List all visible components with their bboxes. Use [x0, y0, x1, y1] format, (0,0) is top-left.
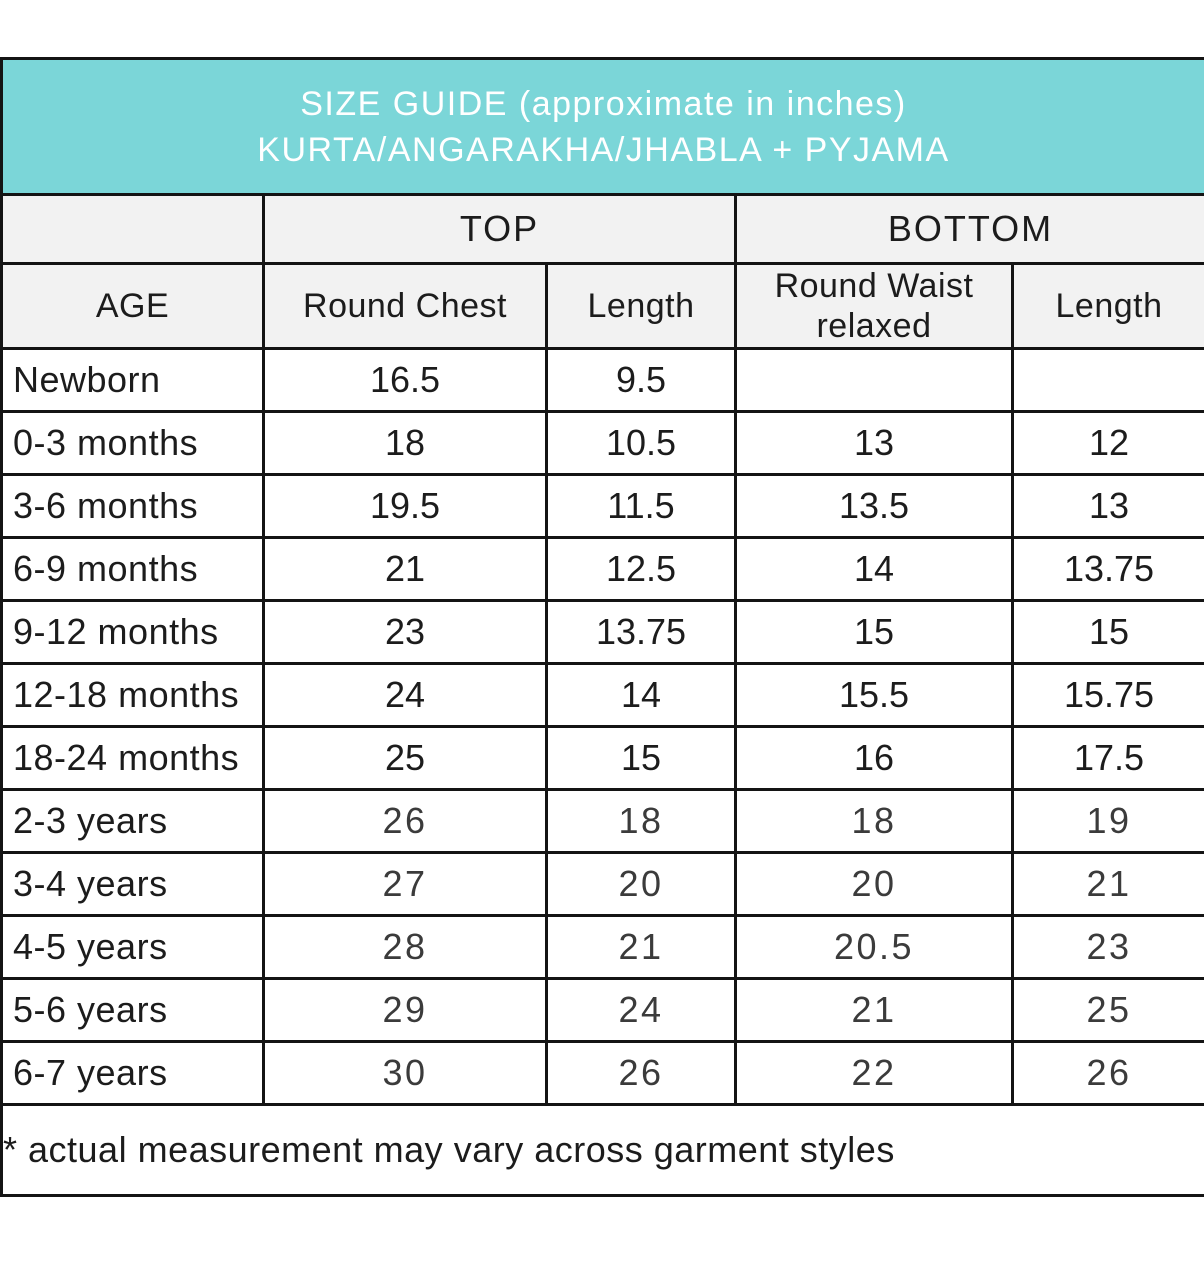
title-band-row: SIZE GUIDE (approximate in inches) KURTA…	[2, 59, 1204, 195]
table-row: 0-3 months 18 10.5 13 12	[2, 412, 1204, 475]
footnote-row: * actual measurement may vary across gar…	[2, 1105, 1204, 1196]
round-chest-value: 18	[264, 412, 547, 475]
size-guide-sheet: SIZE GUIDE (approximate in inches) KURTA…	[0, 57, 1204, 1261]
age-label: 5-6 years	[2, 979, 264, 1042]
group-header-empty	[2, 195, 264, 264]
bottom-length-value: 13	[1013, 475, 1204, 538]
top-length-value: 18	[547, 790, 736, 853]
table-row: 12-18 months 24 14 15.5 15.75	[2, 664, 1204, 727]
column-header-bottom-length: Length	[1013, 264, 1204, 349]
age-label: 6-9 months	[2, 538, 264, 601]
round-waist-value: 20.5	[736, 916, 1013, 979]
age-label: 6-7 years	[2, 1042, 264, 1105]
group-header-top: TOP	[264, 195, 736, 264]
top-length-value: 24	[547, 979, 736, 1042]
bottom-length-value: 19	[1013, 790, 1204, 853]
age-label: 9-12 months	[2, 601, 264, 664]
column-header-age: AGE	[2, 264, 264, 349]
table-row: 4-5 years 28 21 20.5 23	[2, 916, 1204, 979]
title-band: SIZE GUIDE (approximate in inches) KURTA…	[2, 59, 1204, 195]
group-header-bottom: BOTTOM	[736, 195, 1204, 264]
top-length-value: 11.5	[547, 475, 736, 538]
top-length-value: 20	[547, 853, 736, 916]
round-waist-value: 15.5	[736, 664, 1013, 727]
table-row: 9-12 months 23 13.75 15 15	[2, 601, 1204, 664]
top-length-value: 10.5	[547, 412, 736, 475]
table-row: 6-7 years 30 26 22 26	[2, 1042, 1204, 1105]
round-chest-value: 26	[264, 790, 547, 853]
garment-subtitle: KURTA/ANGARAKHA/JHABLA + PYJAMA	[3, 127, 1204, 173]
table-row: Newborn 16.5 9.5	[2, 349, 1204, 412]
round-chest-value: 30	[264, 1042, 547, 1105]
round-chest-value: 23	[264, 601, 547, 664]
round-waist-value: 18	[736, 790, 1013, 853]
size-guide-table: SIZE GUIDE (approximate in inches) KURTA…	[0, 57, 1204, 1197]
bottom-length-value: 21	[1013, 853, 1204, 916]
table-row: 2-3 years 26 18 18 19	[2, 790, 1204, 853]
column-header-row: AGE Round Chest Length Round Waist relax…	[2, 264, 1204, 349]
round-chest-value: 28	[264, 916, 547, 979]
bottom-length-value: 12	[1013, 412, 1204, 475]
table-row: 5-6 years 29 24 21 25	[2, 979, 1204, 1042]
age-label: Newborn	[2, 349, 264, 412]
round-chest-value: 29	[264, 979, 547, 1042]
column-header-round-chest: Round Chest	[264, 264, 547, 349]
age-label: 0-3 months	[2, 412, 264, 475]
bottom-length-value: 26	[1013, 1042, 1204, 1105]
age-label: 3-6 months	[2, 475, 264, 538]
round-waist-value: 13.5	[736, 475, 1013, 538]
round-chest-value: 24	[264, 664, 547, 727]
age-label: 18-24 months	[2, 727, 264, 790]
footnote-text: * actual measurement may vary across gar…	[2, 1105, 1204, 1196]
top-length-value: 13.75	[547, 601, 736, 664]
top-length-value: 9.5	[547, 349, 736, 412]
table-row: 3-6 months 19.5 11.5 13.5 13	[2, 475, 1204, 538]
age-label: 4-5 years	[2, 916, 264, 979]
bottom-length-value	[1013, 349, 1204, 412]
age-label: 12-18 months	[2, 664, 264, 727]
round-chest-value: 16.5	[264, 349, 547, 412]
bottom-length-value: 13.75	[1013, 538, 1204, 601]
size-guide-title: SIZE GUIDE (approximate in inches)	[3, 81, 1204, 127]
round-waist-value: 20	[736, 853, 1013, 916]
round-waist-value: 16	[736, 727, 1013, 790]
age-label: 3-4 years	[2, 853, 264, 916]
round-waist-value: 22	[736, 1042, 1013, 1105]
bottom-length-value: 25	[1013, 979, 1204, 1042]
bottom-length-value: 15.75	[1013, 664, 1204, 727]
round-chest-value: 25	[264, 727, 547, 790]
table-row: 6-9 months 21 12.5 14 13.75	[2, 538, 1204, 601]
round-waist-value: 13	[736, 412, 1013, 475]
bottom-length-value: 17.5	[1013, 727, 1204, 790]
group-header-row: TOP BOTTOM	[2, 195, 1204, 264]
column-header-round-waist: Round Waist relaxed	[736, 264, 1013, 349]
round-chest-value: 27	[264, 853, 547, 916]
top-length-value: 21	[547, 916, 736, 979]
bottom-length-value: 23	[1013, 916, 1204, 979]
round-waist-value: 21	[736, 979, 1013, 1042]
round-chest-value: 21	[264, 538, 547, 601]
table-row: 3-4 years 27 20 20 21	[2, 853, 1204, 916]
top-length-value: 14	[547, 664, 736, 727]
round-waist-value: 15	[736, 601, 1013, 664]
round-chest-value: 19.5	[264, 475, 547, 538]
top-length-value: 12.5	[547, 538, 736, 601]
top-length-value: 26	[547, 1042, 736, 1105]
round-waist-value: 14	[736, 538, 1013, 601]
bottom-length-value: 15	[1013, 601, 1204, 664]
age-label: 2-3 years	[2, 790, 264, 853]
round-waist-value	[736, 349, 1013, 412]
table-row: 18-24 months 25 15 16 17.5	[2, 727, 1204, 790]
top-length-value: 15	[547, 727, 736, 790]
column-header-top-length: Length	[547, 264, 736, 349]
